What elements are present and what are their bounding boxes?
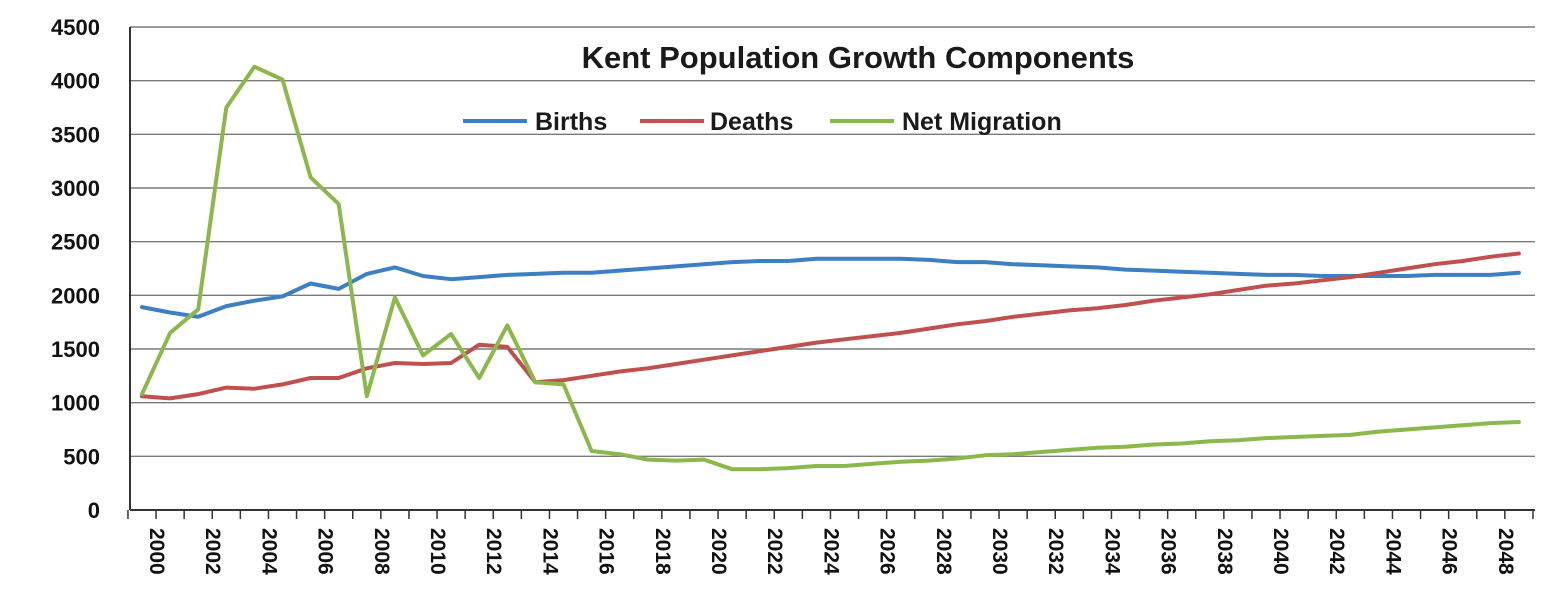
chart-title: Kent Population Growth Components bbox=[582, 40, 1135, 75]
legend-label: Births bbox=[535, 108, 607, 136]
y-tick-label: 1000 bbox=[51, 391, 100, 416]
x-tick-label: 2010 bbox=[426, 528, 449, 575]
x-tick-label: 2000 bbox=[145, 528, 168, 575]
x-tick-label: 2008 bbox=[370, 528, 393, 575]
x-tick-label: 2028 bbox=[932, 528, 955, 575]
axes bbox=[127, 27, 1535, 519]
x-tick-label: 2046 bbox=[1438, 528, 1461, 575]
y-tick-label: 4500 bbox=[51, 15, 100, 40]
series-line-births bbox=[140, 256, 1521, 319]
y-tick-label: 0 bbox=[88, 498, 100, 523]
x-tick-label: 2020 bbox=[707, 528, 730, 575]
x-tick-label: 2022 bbox=[763, 528, 786, 575]
legend: Births Deaths Net Migration bbox=[463, 108, 1062, 136]
x-tick-label: 2044 bbox=[1381, 528, 1404, 575]
x-tick-labels: 2000 2002 2004 2006 2008 2010 2012 2014 2016 2018… bbox=[145, 528, 1517, 575]
x-tick-label: 2024 bbox=[819, 528, 842, 575]
x-tick-label: 2042 bbox=[1325, 528, 1348, 575]
x-tick-label: 2034 bbox=[1100, 528, 1123, 575]
x-tick-label: 2032 bbox=[1044, 528, 1067, 575]
series-lines bbox=[140, 64, 1521, 472]
series-line-net-migration bbox=[140, 64, 1521, 472]
legend-label: Deaths bbox=[710, 108, 793, 136]
y-tick-label: 500 bbox=[63, 444, 100, 469]
y-tick-label: 3500 bbox=[51, 122, 100, 147]
x-tick-label: 2038 bbox=[1213, 528, 1236, 575]
legend-label: Net Migration bbox=[902, 108, 1062, 136]
grid-lines bbox=[130, 26, 1535, 458]
x-tick-label: 2030 bbox=[988, 528, 1011, 575]
x-tick-label: 2040 bbox=[1269, 528, 1292, 575]
x-tick-label: 2006 bbox=[314, 528, 337, 575]
y-tick-label: 3000 bbox=[51, 176, 100, 201]
series-line-deaths bbox=[140, 251, 1521, 401]
y-tick-label: 1500 bbox=[51, 337, 100, 362]
x-tick-label: 2036 bbox=[1157, 528, 1180, 575]
y-tick-label: 2500 bbox=[51, 230, 100, 255]
x-tick-label: 2004 bbox=[257, 528, 280, 575]
x-tick-label: 2018 bbox=[651, 528, 674, 575]
y-tick-labels: 0 500 1000 1500 2000 2500 3000 3500 4000 4500 bbox=[51, 15, 100, 523]
x-tick-label: 2016 bbox=[595, 528, 618, 575]
x-tick-label: 2012 bbox=[482, 528, 505, 575]
x-tick-label: 2026 bbox=[876, 528, 899, 575]
x-tick-label: 2014 bbox=[538, 528, 561, 575]
y-tick-label: 2000 bbox=[51, 283, 100, 308]
y-tick-label: 4000 bbox=[51, 69, 100, 94]
x-tick-label: 2002 bbox=[201, 528, 224, 575]
x-tick-label: 2048 bbox=[1494, 528, 1517, 575]
